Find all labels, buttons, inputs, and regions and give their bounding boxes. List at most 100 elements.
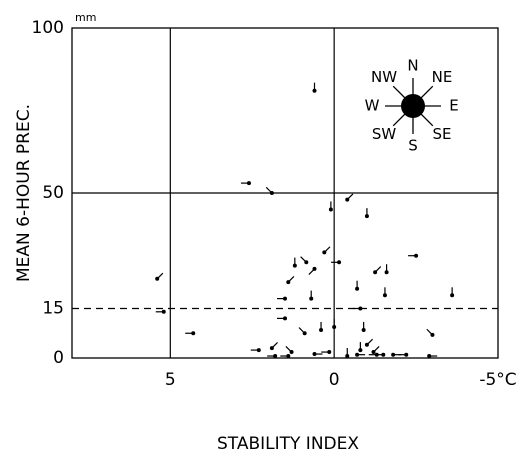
x-axis-label: STABILITY INDEX xyxy=(217,434,359,454)
x-tick-label: 0 xyxy=(329,370,340,390)
x-tick-label: 5 xyxy=(165,370,176,390)
point-dot xyxy=(161,309,166,314)
compass-label: S xyxy=(408,137,418,155)
compass-label: N xyxy=(407,57,418,75)
point-dot xyxy=(283,316,287,321)
point-dot xyxy=(345,197,350,202)
point xyxy=(382,287,387,298)
point xyxy=(319,321,324,332)
point xyxy=(155,272,164,281)
point-dot xyxy=(302,331,307,336)
point-dot xyxy=(312,352,317,357)
point xyxy=(345,193,354,202)
point xyxy=(371,345,380,355)
point xyxy=(312,352,323,357)
point-dot xyxy=(414,253,419,258)
point-dot xyxy=(312,88,317,93)
point-dot xyxy=(269,191,274,195)
point-dot xyxy=(292,263,297,268)
point xyxy=(250,348,261,353)
point xyxy=(308,266,317,275)
y-tick-label: 15 xyxy=(42,299,64,319)
point-dot xyxy=(345,354,350,359)
point xyxy=(352,306,363,311)
point-dot xyxy=(327,350,332,355)
point-dot xyxy=(273,354,278,359)
point-dot xyxy=(286,280,291,285)
point xyxy=(450,287,455,298)
point xyxy=(361,321,366,332)
point xyxy=(427,354,438,359)
point xyxy=(375,352,386,357)
y-axis-label: MEAN 6-HOUR PREC. xyxy=(14,104,34,282)
point xyxy=(355,280,360,291)
compass-label: SE xyxy=(432,125,451,143)
compass-label: NW xyxy=(371,68,397,86)
point xyxy=(265,186,274,195)
x-tick-label: -5°C xyxy=(479,370,516,390)
point-dot xyxy=(312,266,317,271)
point-dot xyxy=(381,352,386,357)
compass-label: NE xyxy=(432,68,453,86)
point xyxy=(358,342,363,353)
point xyxy=(240,181,251,186)
point xyxy=(384,264,389,275)
point-dot xyxy=(337,260,342,265)
point-dot xyxy=(391,352,396,357)
point xyxy=(277,296,287,301)
point-dot xyxy=(256,348,261,353)
point-dot xyxy=(364,342,369,347)
point-dot xyxy=(450,293,455,298)
point-dot xyxy=(355,352,360,357)
point-dot xyxy=(364,214,369,219)
y-tick-label: 50 xyxy=(42,183,64,203)
point xyxy=(332,318,337,329)
point xyxy=(426,328,435,337)
point-dot xyxy=(191,331,196,336)
point xyxy=(269,342,278,351)
point-dot xyxy=(373,270,378,275)
point-dot xyxy=(358,348,363,353)
point xyxy=(300,256,309,265)
point xyxy=(364,338,374,347)
compass-label: SW xyxy=(372,125,397,143)
point xyxy=(328,201,333,212)
point xyxy=(373,266,382,275)
point xyxy=(277,316,287,321)
point-dot xyxy=(289,350,294,355)
point-dot xyxy=(304,260,309,265)
point-dot xyxy=(382,293,387,298)
point-dot xyxy=(283,296,287,301)
point xyxy=(185,331,196,336)
point-dot xyxy=(286,354,291,359)
point xyxy=(155,309,166,314)
point xyxy=(280,354,291,359)
point-dot xyxy=(322,250,327,255)
point xyxy=(298,327,307,336)
point xyxy=(331,260,342,265)
point-dot xyxy=(384,270,389,275)
point-dot xyxy=(361,327,366,332)
y-tick-label: 0 xyxy=(53,348,64,368)
point-dot xyxy=(355,286,360,291)
point-dot xyxy=(332,324,337,329)
compass-label: E xyxy=(449,97,458,115)
y-tick-label: 100 xyxy=(32,18,64,38)
point-dot xyxy=(328,207,333,212)
point-dot xyxy=(269,346,274,351)
point-dot xyxy=(309,296,314,301)
point-dot xyxy=(319,327,324,332)
point xyxy=(312,82,317,93)
point xyxy=(322,246,331,255)
point xyxy=(364,208,369,219)
point-dot xyxy=(427,354,432,359)
point xyxy=(345,348,350,359)
point xyxy=(267,354,278,359)
point-dot xyxy=(404,352,409,357)
point xyxy=(285,345,294,355)
compass-label: W xyxy=(365,97,380,115)
point xyxy=(408,253,419,258)
point-dot xyxy=(371,350,376,355)
point xyxy=(292,257,297,268)
